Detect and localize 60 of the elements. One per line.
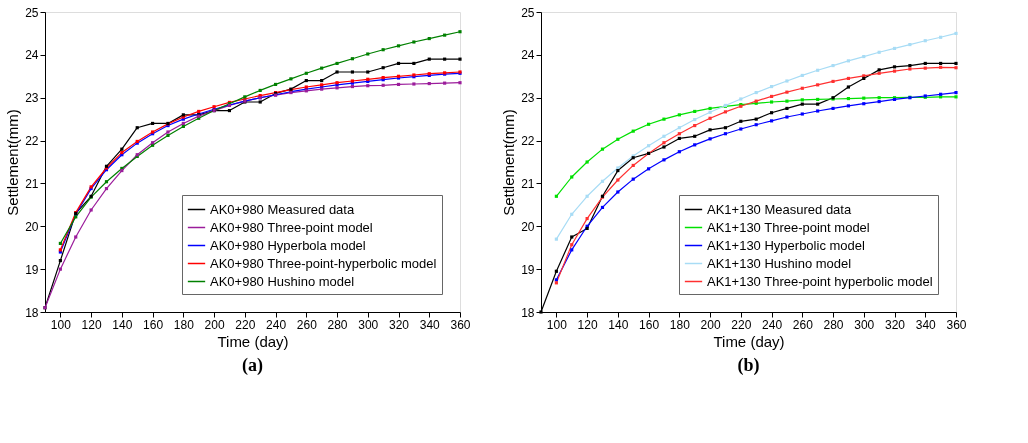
y-tick-label: 22 [521, 134, 535, 149]
x-tick-label: 340 [915, 317, 937, 332]
legend-label: AK0+980 Three-point-hyperbolic model [210, 255, 437, 271]
legend-label: AK0+980 Hushino model [210, 273, 355, 289]
x-tick-label: 320 [885, 317, 906, 332]
x-tick-label: 280 [823, 317, 844, 332]
y-tick-label: 24 [521, 48, 535, 63]
y-tick-label: 20 [521, 219, 535, 234]
x-tick-label: 260 [296, 317, 318, 332]
x-tick-label: 340 [419, 317, 441, 332]
x-tick-label: 300 [854, 317, 875, 332]
y-tick-label: 22 [25, 134, 39, 149]
y-tick-label: 23 [521, 91, 535, 106]
legend-label: AK1+130 Three-point hyperbolic model [707, 273, 933, 289]
x-tick-label: 140 [608, 317, 629, 332]
y-tick-label: 25 [521, 5, 535, 20]
text: (b) [737, 355, 760, 376]
x-tick-label: 280 [327, 317, 348, 332]
x-axis-title: Time (day) [217, 332, 289, 350]
x-tick-label: 100 [50, 317, 72, 332]
y-tick-label: 24 [25, 48, 39, 63]
legend-label: AK1+130 Hyperbolic model [707, 237, 866, 253]
x-tick-label: 220 [235, 317, 256, 332]
x-tick-label: 160 [639, 317, 660, 332]
legend-label: AK1+130 Three-point model [707, 219, 870, 235]
x-tick-label: 200 [700, 317, 721, 332]
x-tick-label: 120 [81, 317, 102, 332]
legend-label: AK0+980 Measured data [210, 201, 355, 217]
x-tick-label: 140 [112, 317, 133, 332]
x-tick-label: 120 [577, 317, 598, 332]
x-tick-label: 260 [792, 317, 814, 332]
y-tick-label: 25 [25, 5, 39, 20]
x-tick-label: 200 [204, 317, 225, 332]
y-tick-label: 21 [25, 176, 39, 191]
legend-label: AK1+130 Measured data [707, 201, 852, 217]
x-tick-label: 180 [173, 317, 195, 332]
y-tick-label: 20 [25, 219, 39, 234]
x-tick-label: 240 [762, 317, 783, 332]
x-tick-label: 300 [358, 317, 379, 332]
x-tick-label: 180 [669, 317, 691, 332]
y-tick-label: 21 [521, 176, 535, 191]
y-tick-label: 19 [25, 262, 39, 277]
y-tick-label: 23 [25, 91, 39, 106]
legend-label: AK0+980 Hyperbola model [210, 237, 366, 253]
y-tick-label: 18 [25, 305, 39, 320]
x-tick-label: 220 [731, 317, 752, 332]
text: (a) [242, 355, 263, 376]
x-tick-label: 160 [143, 317, 164, 332]
x-tick-label: 320 [389, 317, 410, 332]
x-tick-label: 100 [546, 317, 568, 332]
x-axis-title: Time (day) [713, 332, 785, 350]
x-tick-label: 360 [946, 317, 967, 332]
legend-label: AK0+980 Three-point model [210, 219, 373, 235]
y-axis-title: Settlement(mm) [4, 109, 22, 216]
x-tick-label: 240 [266, 317, 287, 332]
legend-label: AK1+130 Hushino model [707, 255, 852, 271]
y-tick-label: 18 [521, 305, 535, 320]
y-axis-title: Settlement(mm) [500, 109, 518, 216]
x-tick-label: 360 [450, 317, 471, 332]
y-tick-label: 19 [521, 262, 535, 277]
